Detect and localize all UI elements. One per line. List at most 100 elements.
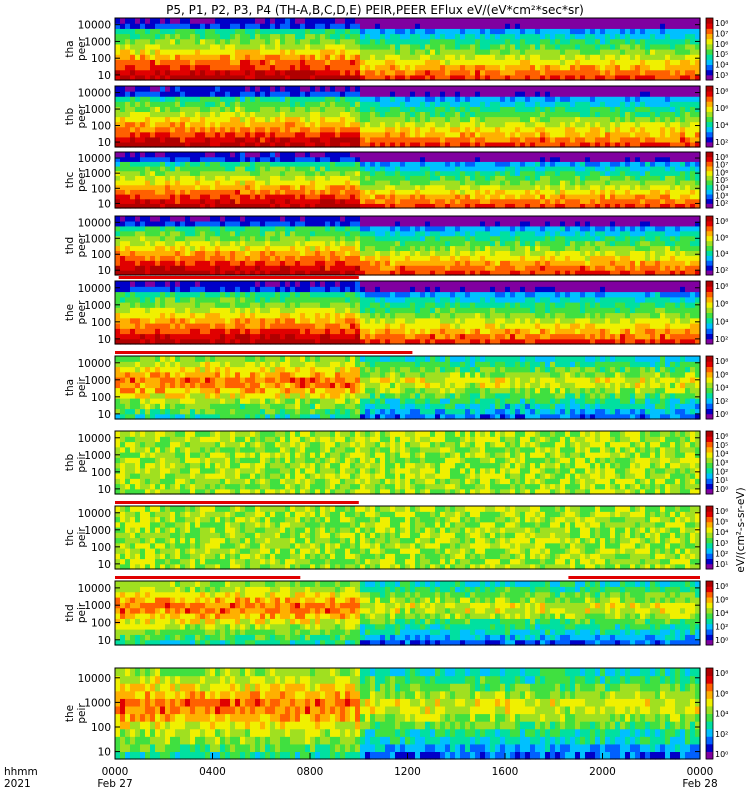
- heatmap-cell: [570, 59, 576, 66]
- heatmap-cell: [635, 86, 641, 92]
- heatmap-cell: [485, 126, 491, 133]
- heatmap-cell: [425, 175, 431, 181]
- heatmap-cell: [665, 156, 671, 162]
- heatmap-cell: [480, 170, 486, 176]
- heatmap-cell: [615, 64, 621, 71]
- heatmap-cell: [620, 49, 626, 55]
- heatmap-cell: [670, 59, 676, 66]
- heatmap-cell: [320, 136, 326, 143]
- heatmap-cell: [170, 255, 176, 261]
- heatmap-cell: [235, 59, 241, 66]
- heatmap-cell: [250, 74, 256, 81]
- heatmap-cell: [510, 74, 516, 81]
- heatmap-cell: [495, 161, 501, 167]
- heatmap-cell: [200, 49, 206, 55]
- heatmap-cell: [630, 96, 636, 102]
- heatmap-cell: [375, 49, 381, 55]
- heatmap-cell: [460, 69, 466, 76]
- heatmap-cell: [275, 260, 281, 266]
- heatmap-cell: [295, 43, 301, 50]
- heatmap-cell: [270, 180, 276, 186]
- heatmap-cell: [345, 216, 351, 222]
- heatmap-cell: [630, 131, 636, 138]
- heatmap-cell: [470, 64, 476, 71]
- colorbar-tick-label: 10⁶: [715, 104, 728, 113]
- heatmap-cell: [195, 203, 201, 209]
- heatmap-cell: [405, 156, 411, 162]
- heatmap-cell: [320, 28, 326, 35]
- heatmap-cell: [380, 116, 386, 123]
- heatmap-cell: [665, 64, 671, 71]
- heatmap-cell: [570, 180, 576, 186]
- heatmap-cell: [215, 255, 221, 261]
- heatmap-cell: [500, 23, 506, 29]
- heatmap-cell: [335, 180, 341, 186]
- heatmap-cell: [545, 175, 551, 181]
- heatmap-cell: [355, 270, 361, 276]
- heatmap-cell: [690, 111, 696, 118]
- colorbar-swatch: [706, 189, 713, 195]
- heatmap-cell: [370, 250, 376, 256]
- heatmap-cell: [185, 270, 191, 276]
- heatmap-cell: [295, 152, 301, 158]
- heatmap-cell: [535, 203, 541, 209]
- heatmap-cell: [245, 240, 251, 247]
- heatmap-cell: [160, 270, 166, 276]
- heatmap-cell: [485, 54, 491, 60]
- heatmap-cell: [645, 184, 651, 190]
- heatmap-cell: [115, 184, 121, 190]
- heatmap-cell: [585, 106, 591, 113]
- heatmap-cell: [270, 54, 276, 60]
- heatmap-cell: [250, 59, 256, 66]
- heatmap-cell: [230, 141, 236, 148]
- heatmap-cell: [545, 121, 551, 128]
- heatmap-cell: [630, 116, 636, 123]
- heatmap-cell: [460, 91, 466, 97]
- heatmap-cell: [175, 189, 181, 195]
- heatmap-cell: [470, 203, 476, 209]
- heatmap-cell: [305, 33, 311, 40]
- heatmap-cell: [455, 59, 461, 66]
- heatmap-cell: [140, 230, 146, 237]
- heatmap-cell: [155, 194, 161, 200]
- heatmap-cell: [115, 111, 121, 118]
- heatmap-cell: [220, 175, 226, 181]
- heatmap-cell: [555, 91, 561, 97]
- heatmap-cell: [585, 18, 591, 24]
- heatmap-cell: [325, 64, 331, 71]
- heatmap-cell: [515, 198, 521, 204]
- heatmap-cell: [690, 198, 696, 204]
- heatmap-cell: [625, 126, 631, 133]
- heatmap-cell: [325, 203, 331, 209]
- heatmap-cell: [680, 96, 686, 102]
- heatmap-cell: [390, 121, 396, 128]
- heatmap-cell: [510, 49, 516, 55]
- heatmap-cell: [160, 216, 166, 222]
- heatmap-cell: [690, 184, 696, 190]
- heatmap-cell: [165, 203, 171, 209]
- heatmap-cell: [125, 121, 131, 128]
- heatmap-cell: [160, 131, 166, 138]
- heatmap-cell: [550, 59, 556, 66]
- heatmap-cell: [430, 198, 436, 204]
- heatmap-cell: [120, 216, 126, 222]
- heatmap-cell: [550, 54, 556, 60]
- heatmap-cell: [140, 96, 146, 102]
- heatmap-cell: [255, 28, 261, 35]
- heatmap-cell: [375, 101, 381, 107]
- heatmap-cell: [590, 131, 596, 138]
- heatmap-cell: [535, 18, 541, 24]
- heatmap-cell: [440, 18, 446, 24]
- heatmap-cell: [505, 184, 511, 190]
- heatmap-cell: [690, 23, 696, 29]
- heatmap-cell: [460, 189, 466, 195]
- heatmap-cell: [580, 166, 586, 172]
- heatmap-cell: [520, 101, 526, 107]
- heatmap-cell: [675, 101, 681, 107]
- heatmap-cell: [450, 91, 456, 97]
- heatmap-cell: [440, 28, 446, 35]
- heatmap-cell: [155, 230, 161, 237]
- heatmap-cell: [335, 54, 341, 60]
- heatmap-cell: [445, 161, 451, 167]
- heatmap-cell: [440, 194, 446, 200]
